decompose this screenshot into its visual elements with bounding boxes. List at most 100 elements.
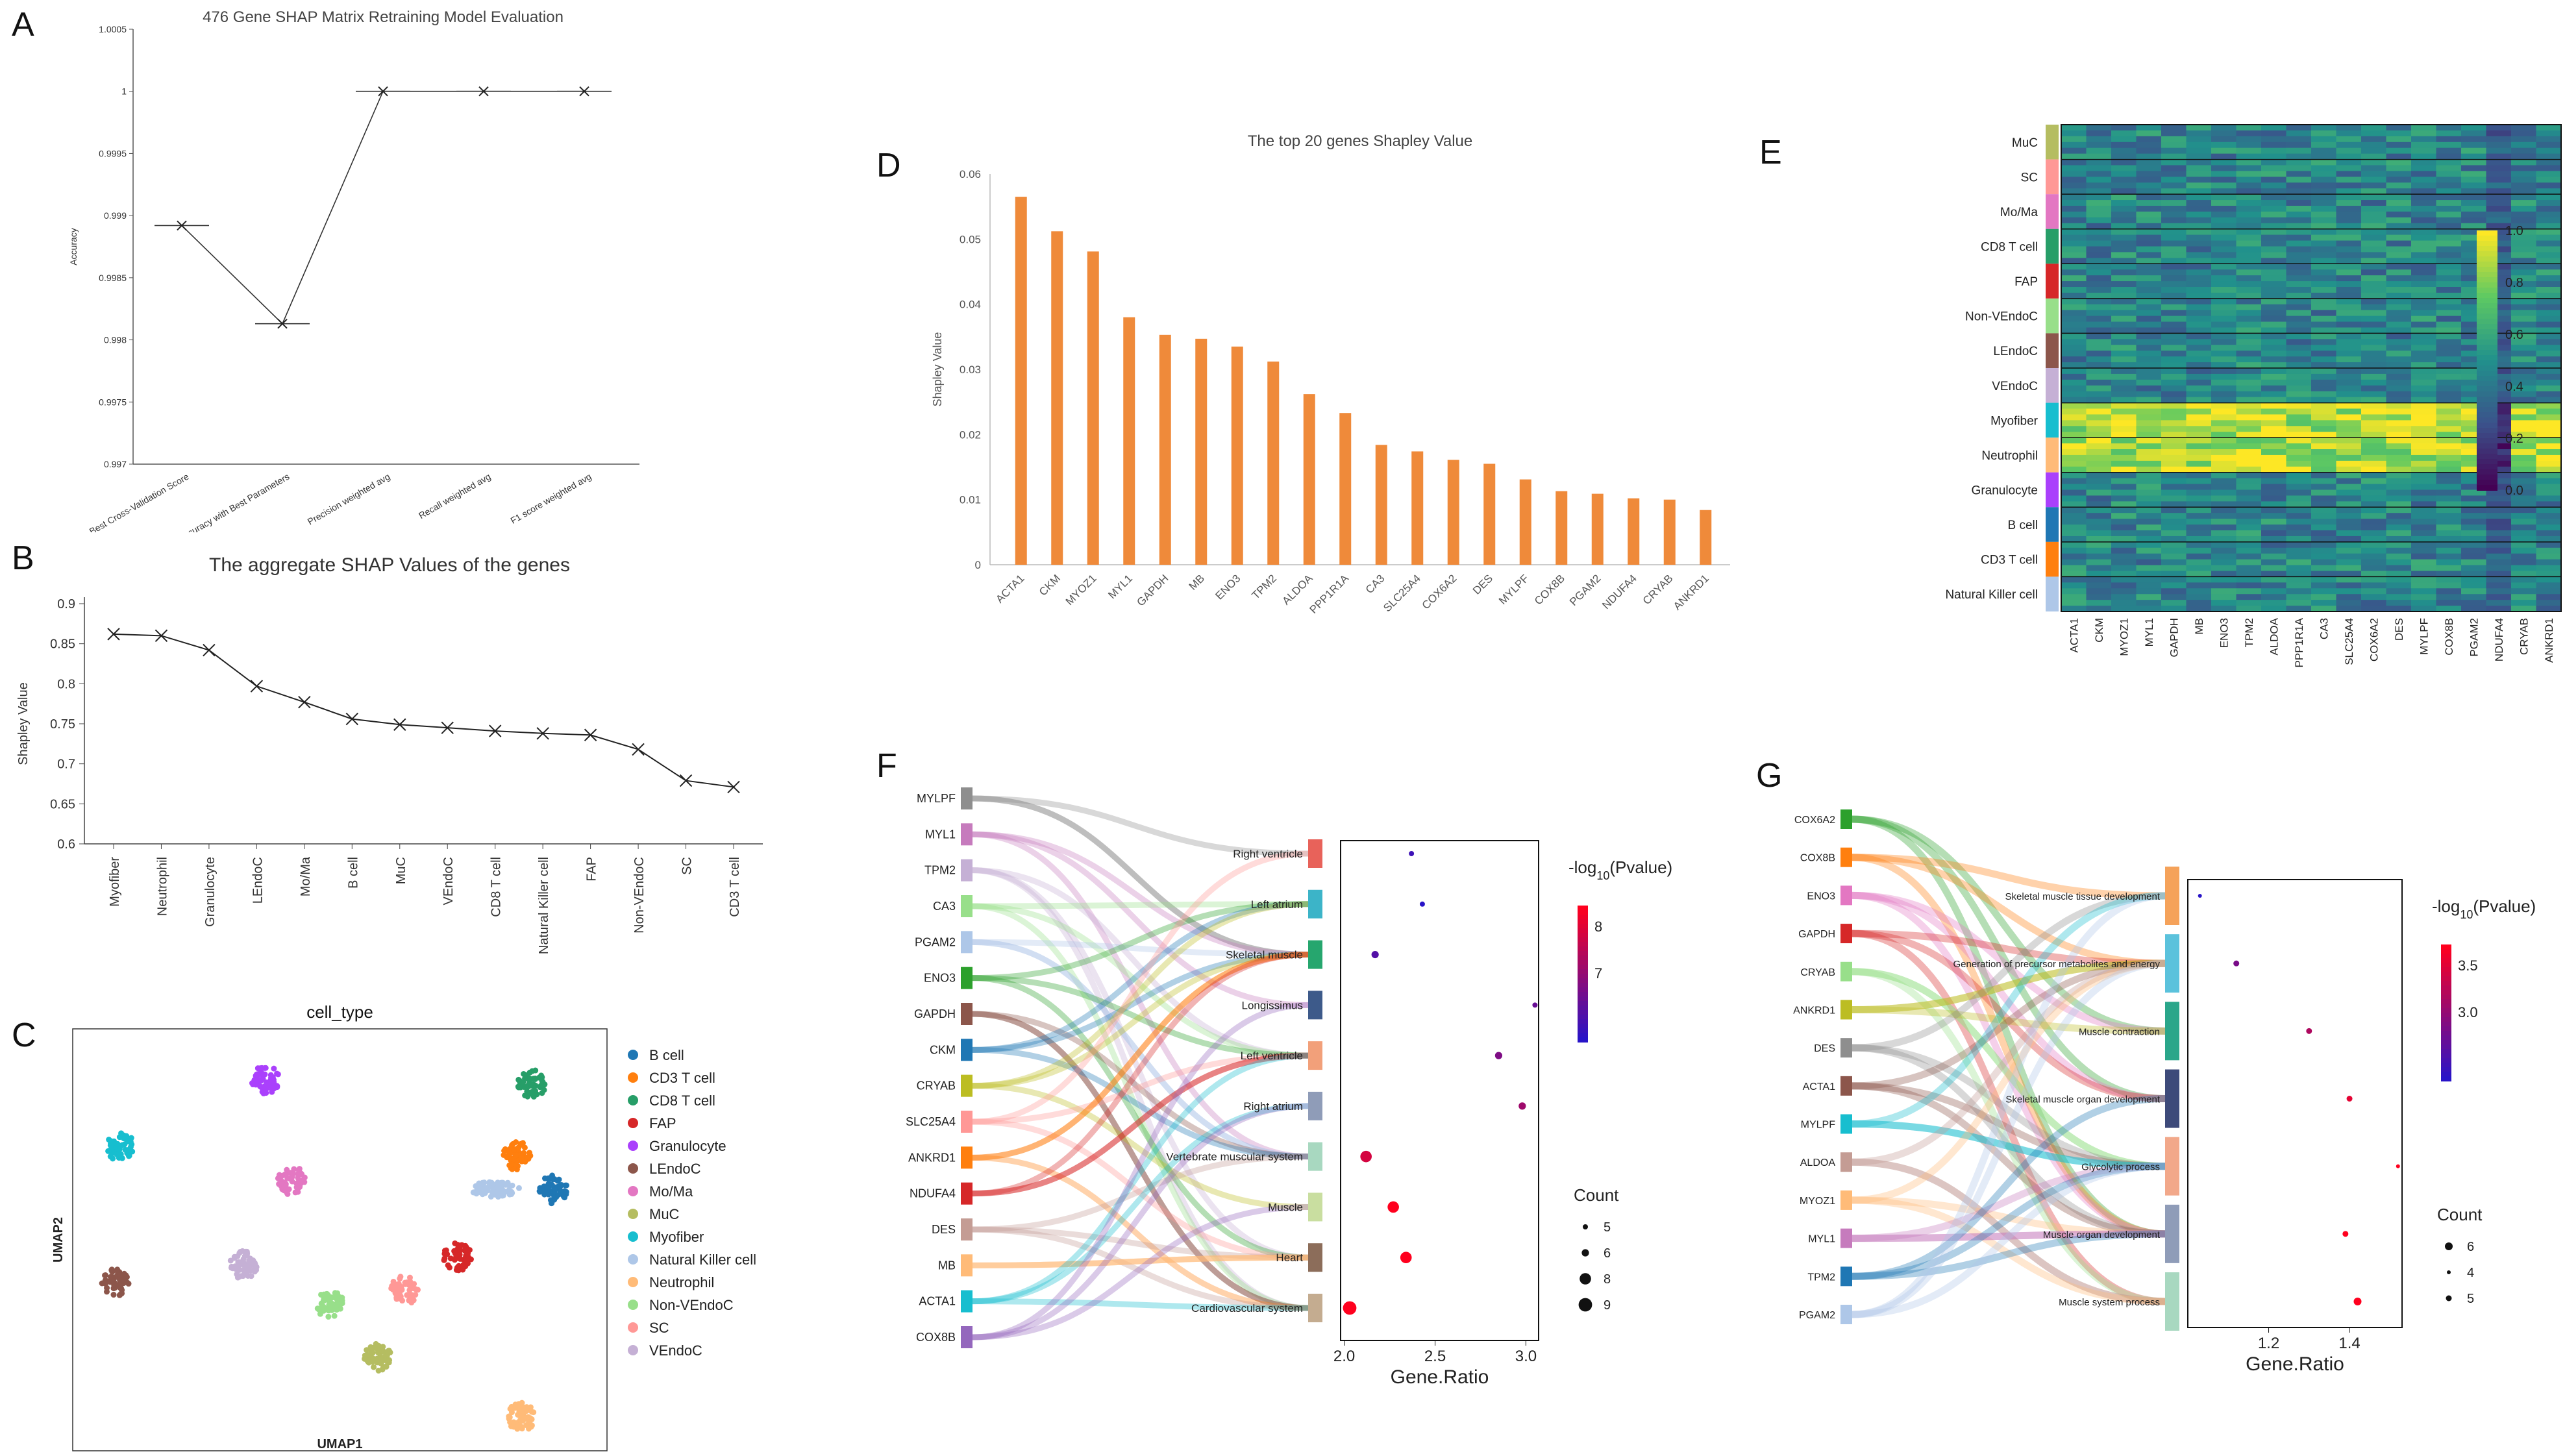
x-tick-label: 2.0 [1333,1348,1355,1365]
umap-point-granulocyte [249,1080,256,1087]
heatmap-cell [2236,594,2262,600]
y-tick-label: 0.05 [960,233,981,245]
heatmap-cell [2211,315,2237,323]
heatmap-cell [2386,234,2412,241]
heatmap-cell [2436,513,2462,519]
heatmap-cell [2536,373,2562,380]
heatmap-cell [2511,582,2536,589]
heatmap-cell [2461,275,2486,282]
heatmap-cell [2461,298,2486,305]
heatmap-cell [2261,345,2286,351]
heatmap-cell [2086,426,2112,432]
term-node [2165,1137,2179,1196]
heatmap-cell [2136,351,2162,357]
heatmap-cell [2161,217,2187,224]
heatmap-cell [2186,582,2212,589]
heatmap-cell [2061,478,2087,485]
heatmap-cell [2461,223,2486,230]
heatmap-cell [2161,333,2187,339]
heatmap-cell [2086,211,2112,218]
heatmap-cell [2136,449,2162,456]
heatmap-cell [2386,275,2412,282]
heatmap-cell [2061,454,2087,462]
panel-label-c: C [12,1017,36,1054]
heatmap-cell [2386,519,2412,525]
heatmap-cell [2386,408,2412,415]
heatmap-cell [2411,507,2436,513]
heatmap-cell [2286,524,2312,531]
heatmap-cell [2511,287,2536,293]
umap-point-muc [374,1355,380,1362]
umap-point-non-vendoc [321,1295,327,1302]
heatmap-cell [2461,530,2486,537]
heatmap-cell [2336,292,2362,299]
heatmap-cell [2211,275,2237,282]
column-label: MB [2193,618,2205,635]
heatmap-cell [2436,489,2462,496]
heatmap-cell [2261,333,2286,339]
heatmap-cell [2461,356,2486,363]
heatmap-cell [2436,454,2462,462]
heatmap-cell [2086,304,2112,311]
colorbar-segment [1578,942,1588,947]
count-legend-marker [1583,1224,1588,1229]
sankey-ribbon [972,1011,1309,1311]
legend-marker [628,1345,638,1355]
heatmap-cell [2536,379,2562,386]
heatmap-cell [2161,177,2187,183]
heatmap-cell [2211,373,2237,380]
heatmap-cell [2261,530,2286,537]
heatmap-cell [2536,391,2562,398]
heatmap-cell [2186,304,2212,311]
heatmap-cell [2286,130,2312,137]
heatmap-cell [2061,362,2087,369]
heatmap-cell [2086,600,2112,606]
heatmap-cell [2336,594,2362,600]
heatmap-cell [2361,530,2386,537]
bar [1087,251,1099,565]
heatmap-cell [2311,206,2336,212]
heatmap-cell [2261,408,2286,415]
heatmap-cell [2236,165,2262,171]
heatmap-cell [2386,402,2412,409]
colorbar-segment [2441,1026,2451,1031]
heatmap-cell [2461,206,2486,212]
heatmap-cell [2086,142,2112,149]
heatmap-cell [2536,559,2562,566]
heatmap-cell [2511,385,2536,392]
heatmap-cell [2536,206,2562,212]
heatmap-cell [2211,292,2237,299]
umap-point-fap [467,1256,474,1263]
heatmap-cell [2236,246,2262,253]
heatmap-cell [2286,310,2312,317]
heatmap-cell [2386,373,2412,380]
heatmap-cell [2061,345,2087,351]
heatmap-cell [2311,553,2336,560]
heatmap-cell [2386,217,2412,224]
heatmap-cell [2536,234,2562,241]
heatmap-cell [2111,536,2137,543]
heatmap-cell [2336,142,2362,149]
colorbar-segment [2441,1008,2451,1013]
heatmap-cell [2086,264,2112,270]
gene-label: COX8B [916,1331,956,1344]
heatmap-cell [2486,258,2512,264]
column-label: CA3 [2318,618,2330,639]
heatmap-cell [2386,240,2412,247]
heatmap-cell [2436,177,2462,183]
data-point [277,318,288,329]
heatmap-cell [2236,385,2262,392]
heatmap-cell [2111,240,2137,247]
heatmap-cell [2261,588,2286,595]
term-label: Left ventricle [1241,1050,1303,1062]
heatmap-cell [2436,171,2462,177]
heatmap-cell [2536,351,2562,357]
colorbar-segment [2441,999,2451,1004]
sankey-ribbon [972,1226,1309,1261]
gene-node [1840,924,1852,944]
heatmap-cell [2261,438,2286,444]
heatmap-cell [2536,356,2562,363]
heatmap-cell [2311,269,2336,276]
heatmap-cell [2511,524,2536,531]
heatmap-cell [2436,588,2462,595]
